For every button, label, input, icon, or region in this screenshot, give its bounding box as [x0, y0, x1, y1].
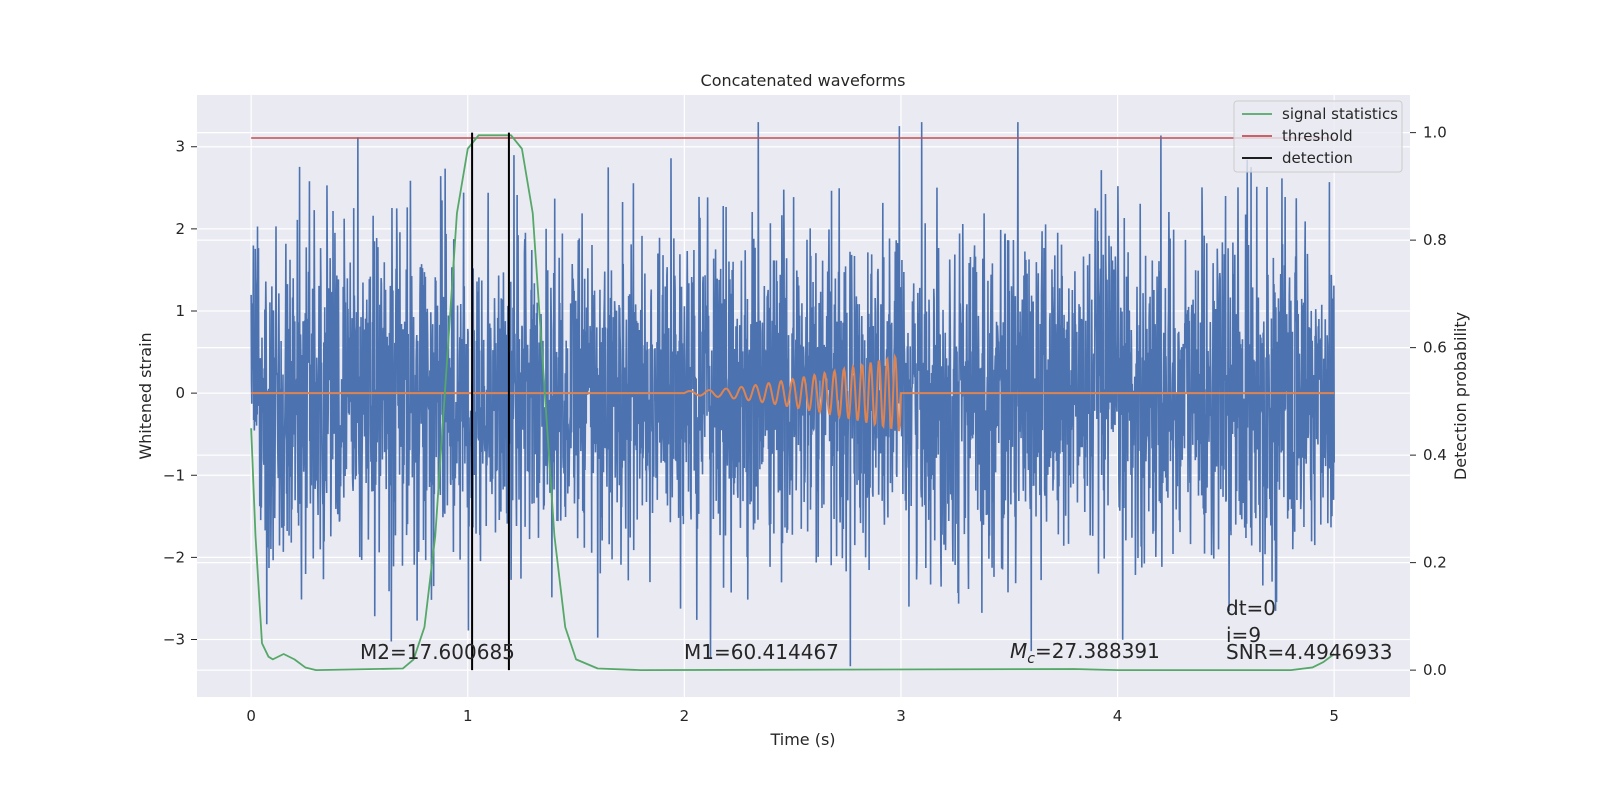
legend-label: detection	[1282, 149, 1353, 167]
y-right-tick-label: 0.2	[1423, 554, 1447, 572]
annotations: M2=17.600685 M1=60.414467 Mc=27.388391 d…	[360, 596, 1392, 667]
chart-title: Concatenated waveforms	[701, 71, 906, 90]
y-left-tick-label: 1	[175, 302, 185, 320]
signal-statistics-line	[250, 134, 1335, 672]
strain-series	[250, 122, 1335, 667]
annotation-i: i=9	[1226, 623, 1261, 647]
detection-series	[471, 132, 510, 671]
y-left-tick-label: 2	[175, 220, 185, 238]
annotation-mc: Mc=27.388391	[1010, 639, 1160, 667]
legend: signal statistics threshold detection	[1233, 100, 1403, 173]
y-right-tick-label: 1.0	[1423, 124, 1447, 142]
x-tick-label: 2	[680, 707, 690, 725]
x-tick-label: 1	[463, 707, 473, 725]
y-axis-right-label: Detection probability	[1451, 312, 1470, 480]
y-right-tick-label: 0.6	[1423, 339, 1447, 357]
template-series	[251, 353, 1335, 432]
y-left-tick-label: −2	[163, 548, 185, 566]
template-line	[251, 353, 1335, 432]
annotation-m2: M2=17.600685	[360, 640, 515, 664]
annotation-mc-subscript: c	[1027, 651, 1035, 667]
y-left-tick-label: −3	[163, 631, 185, 649]
legend-label: signal statistics	[1282, 105, 1398, 123]
x-tick-label: 0	[246, 707, 256, 725]
strain-line	[250, 122, 1335, 667]
y-left-tick-label: −1	[163, 466, 185, 484]
axis-ticks: 0 1 2 3 4 5 −3 −2 −1 0 1 2 3 0.0 0.2 0.4 0.6 0.8 1.0	[163, 124, 1447, 725]
x-axis-label: Time (s)	[769, 730, 835, 749]
annotation-m1: M1=60.414467	[684, 640, 839, 664]
y-left-tick-label: 0	[175, 384, 185, 402]
y-axis-left-label: Whitened strain	[136, 332, 155, 459]
signal-statistics-series	[250, 134, 1335, 672]
annotation-mc-symbol: M	[1010, 639, 1027, 663]
x-tick-label: 4	[1113, 707, 1123, 725]
annotation-dt: dt=0	[1226, 596, 1276, 620]
annotation-mc-value: =27.388391	[1035, 639, 1160, 663]
y-left-tick-label: 3	[175, 138, 185, 156]
legend-box	[1233, 100, 1403, 173]
x-tick-label: 3	[896, 707, 906, 725]
y-right-tick-label: 0.4	[1423, 446, 1447, 464]
annotation-snr: SNR=4.4946933	[1226, 640, 1392, 664]
x-tick-label: 5	[1329, 707, 1339, 725]
legend-label: threshold	[1282, 127, 1353, 145]
y-right-tick-label: 0.8	[1423, 231, 1447, 249]
y-right-tick-label: 0.0	[1423, 661, 1447, 679]
